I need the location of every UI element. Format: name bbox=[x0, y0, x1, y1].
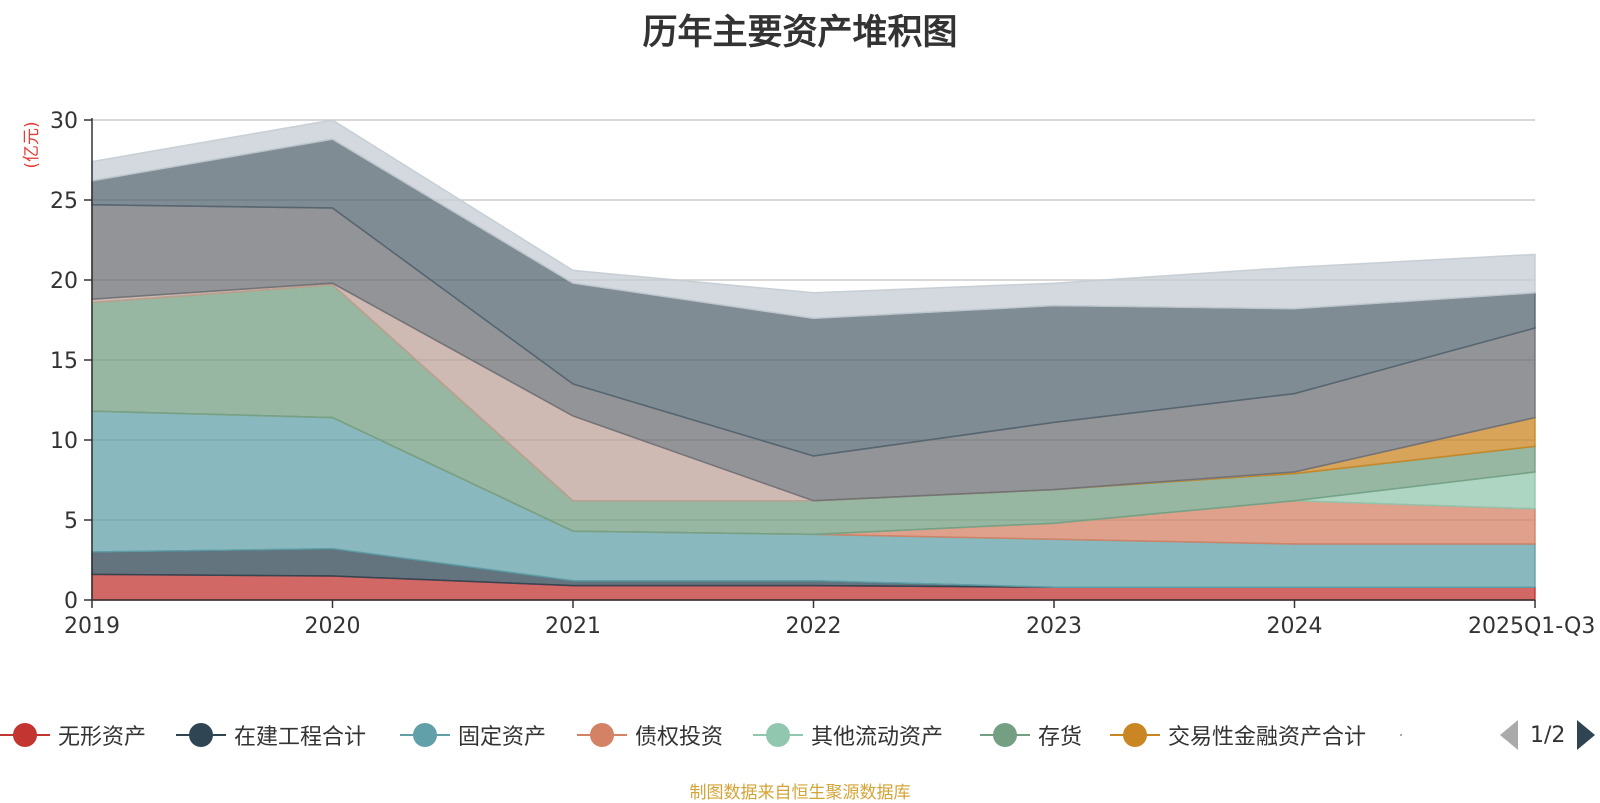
legend-item[interactable]: 在建工程合计 bbox=[176, 715, 366, 755]
legend-label: 存货 bbox=[1038, 725, 1083, 750]
legend-item[interactable]: 债权投资 bbox=[577, 715, 723, 755]
chart-title: 历年主要资产堆积图 bbox=[642, 13, 958, 53]
y-tick-label: 30 bbox=[50, 109, 78, 134]
legend-item[interactable]: 其他流动资产 bbox=[753, 715, 943, 755]
y-tick-label: 5 bbox=[64, 509, 78, 534]
legend-marker-icon bbox=[0, 720, 50, 750]
legend-item[interactable]: 存货 bbox=[980, 715, 1082, 755]
pager-next-icon[interactable] bbox=[1577, 720, 1596, 750]
x-tick-label: 2023 bbox=[1026, 614, 1082, 639]
y-tick-label: 0 bbox=[64, 589, 78, 614]
area-series-10 bbox=[91, 119, 1536, 320]
y-tick-label: 10 bbox=[50, 429, 78, 454]
legend-item[interactable]: 交易性金融资产合计 bbox=[1110, 715, 1366, 755]
x-tick-label: 2022 bbox=[786, 614, 842, 639]
x-tick-label: 2025Q1-Q3 bbox=[1468, 614, 1595, 639]
legend-marker-icon bbox=[980, 720, 1030, 750]
x-tick-label: 2019 bbox=[64, 614, 120, 639]
legend-marker-icon bbox=[577, 720, 627, 750]
x-tick-label: 2021 bbox=[545, 614, 601, 639]
pager-prev-icon[interactable] bbox=[1500, 720, 1518, 750]
legend-label: 在建工程合计 bbox=[234, 725, 367, 750]
legend-pager: 1/2 bbox=[1500, 715, 1596, 755]
data-source-note: 制图数据来自恒生聚源数据库 bbox=[689, 783, 911, 803]
legend: 无形资产在建工程合计固定资产债权投资其他流动资产存货交易性金融资产合计其 bbox=[0, 715, 1600, 755]
legend-label: 固定资产 bbox=[458, 725, 547, 750]
y-tick-label: 20 bbox=[50, 269, 78, 294]
y-tick-label: 25 bbox=[50, 189, 78, 214]
y-axis-label: (亿元) bbox=[22, 121, 42, 168]
legend-label: 交易性金融资产合计 bbox=[1168, 725, 1367, 750]
legend-item[interactable]: 无形资产 bbox=[0, 715, 146, 755]
legend-label: 债权投资 bbox=[635, 725, 724, 750]
legend-marker-icon bbox=[753, 720, 803, 750]
legend-item[interactable]: 固定资产 bbox=[400, 715, 546, 755]
y-tick-label: 15 bbox=[50, 349, 78, 374]
area-series bbox=[91, 119, 1536, 601]
x-tick-label: 2024 bbox=[1267, 614, 1323, 639]
x-tick-label: 2020 bbox=[305, 614, 361, 639]
legend-label: 其他流动资产 bbox=[811, 725, 944, 750]
legend-marker-icon bbox=[1110, 720, 1160, 750]
legend-overflow-mask bbox=[1402, 706, 1582, 756]
legend-marker-icon bbox=[176, 720, 226, 750]
pager-page-indicator: 1/2 bbox=[1530, 722, 1566, 748]
legend-label: 无形资产 bbox=[58, 725, 147, 750]
axes: 0 5 10 15 20 25 30 2019 2020 2021 2022 2023 2024 2025… bbox=[50, 109, 1595, 639]
legend-marker-icon bbox=[400, 720, 450, 750]
stacked-area-chart: 0 5 10 15 20 25 30 2019 2020 2021 2022 2023 2024 2025… bbox=[22, 109, 1595, 639]
